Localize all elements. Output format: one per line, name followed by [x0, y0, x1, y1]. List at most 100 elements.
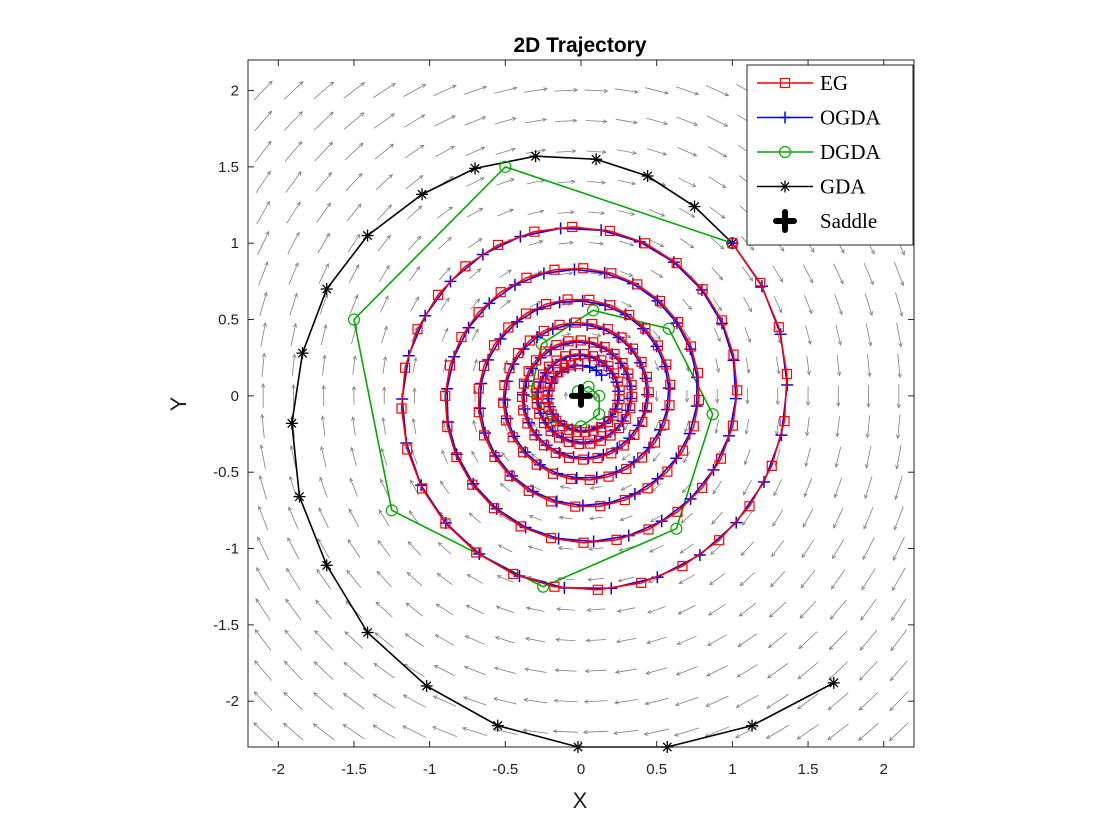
field-arrow — [649, 513, 663, 523]
field-arrow — [465, 146, 486, 157]
point-eg — [715, 453, 727, 464]
field-arrow — [434, 634, 455, 646]
field-arrow — [375, 173, 394, 190]
field-arrow — [468, 512, 481, 524]
field-arrow — [707, 603, 726, 616]
legend-entry-gda[interactable]: GDA — [757, 175, 866, 199]
point-eg — [664, 400, 675, 411]
point-eg — [602, 417, 614, 428]
field-arrow — [407, 540, 422, 556]
point-dgda — [499, 160, 512, 173]
point-ogda — [604, 410, 617, 423]
point-eg — [451, 452, 462, 463]
legend-entry-eg[interactable]: EG — [757, 71, 848, 95]
legend-label-dgda: DGDA — [820, 140, 881, 164]
point-eg — [549, 581, 560, 592]
field-arrow — [524, 636, 546, 643]
point-eg — [460, 261, 471, 272]
point-eg — [549, 264, 560, 275]
field-arrow — [796, 693, 819, 710]
legend-label-gda: GDA — [820, 175, 866, 199]
field-arrow — [438, 236, 452, 250]
field-arrow — [348, 263, 360, 283]
point-eg — [585, 438, 596, 449]
field-arrow — [255, 170, 271, 194]
legend-entry-saddle[interactable]: Saddle — [773, 209, 877, 233]
field-arrow — [738, 602, 757, 617]
field-arrow — [557, 546, 574, 551]
field-arrow — [554, 668, 577, 673]
series-line-gda — [291, 155, 835, 748]
series-line-dgda — [353, 165, 733, 588]
field-arrow — [744, 418, 750, 435]
field-arrow — [707, 145, 728, 158]
field-arrow — [836, 385, 841, 408]
y-tick-label: -1 — [226, 541, 239, 558]
field-arrow — [679, 543, 694, 554]
field-arrow — [616, 607, 636, 613]
legend-entry-dgda[interactable]: DGDA — [757, 140, 881, 164]
point-eg — [440, 518, 451, 529]
field-arrow — [737, 633, 757, 648]
x-tick-label: 1.5 — [798, 761, 819, 778]
point-eg — [619, 494, 630, 506]
field-arrow — [618, 546, 634, 552]
field-arrow — [284, 140, 303, 162]
field-arrow — [835, 324, 842, 346]
field-arrow — [493, 666, 516, 674]
point-eg — [444, 360, 456, 371]
point-eg — [473, 307, 484, 318]
field-arrow — [706, 115, 729, 127]
field-arrow — [317, 232, 330, 254]
point-eg — [608, 368, 620, 379]
field-arrow — [462, 696, 487, 706]
point-eg — [575, 335, 587, 346]
y-tick-label: 1 — [231, 235, 239, 252]
field-arrow — [412, 356, 418, 374]
point-eg — [504, 470, 515, 481]
field-arrow — [864, 445, 872, 469]
field-arrow — [380, 295, 389, 313]
point-eg — [473, 383, 484, 394]
field-arrow — [436, 572, 453, 586]
field-arrow — [380, 447, 388, 466]
field-arrow — [440, 480, 450, 495]
field-arrow — [834, 294, 843, 316]
field-arrow — [860, 598, 877, 621]
field-arrow — [499, 482, 511, 492]
point-eg — [697, 482, 708, 494]
point-eg — [578, 537, 589, 548]
point-eg — [531, 398, 542, 409]
legend[interactable]: EG OGDA DGDA GDA Saddle — [746, 64, 914, 246]
legend-entry-ogda[interactable]: OGDA — [757, 106, 881, 130]
field-arrow — [677, 147, 698, 157]
point-eg — [574, 438, 585, 450]
point-gda — [293, 490, 306, 503]
field-arrow — [464, 635, 485, 645]
point-eg — [504, 363, 515, 374]
point-eg — [564, 424, 575, 435]
point-eg — [621, 463, 632, 475]
point-eg — [488, 503, 500, 514]
field-arrow — [439, 266, 451, 281]
field-arrow — [258, 474, 267, 500]
point-eg — [599, 341, 610, 353]
field-arrow — [254, 660, 272, 681]
field-arrow — [559, 271, 574, 276]
point-eg — [399, 362, 411, 373]
field-arrow — [735, 725, 760, 738]
field-arrow — [833, 507, 844, 529]
field-arrow — [804, 447, 811, 468]
field-arrow — [619, 515, 633, 522]
field-arrow — [893, 506, 904, 531]
point-gda — [491, 719, 504, 732]
field-arrow — [494, 117, 517, 125]
field-arrow — [647, 606, 666, 614]
point-eg — [677, 561, 688, 572]
point-eg — [603, 361, 614, 372]
field-arrow — [342, 723, 365, 740]
field-arrow — [645, 87, 669, 95]
point-gda — [416, 188, 429, 201]
point-eg — [592, 584, 603, 595]
field-arrow — [736, 664, 758, 678]
